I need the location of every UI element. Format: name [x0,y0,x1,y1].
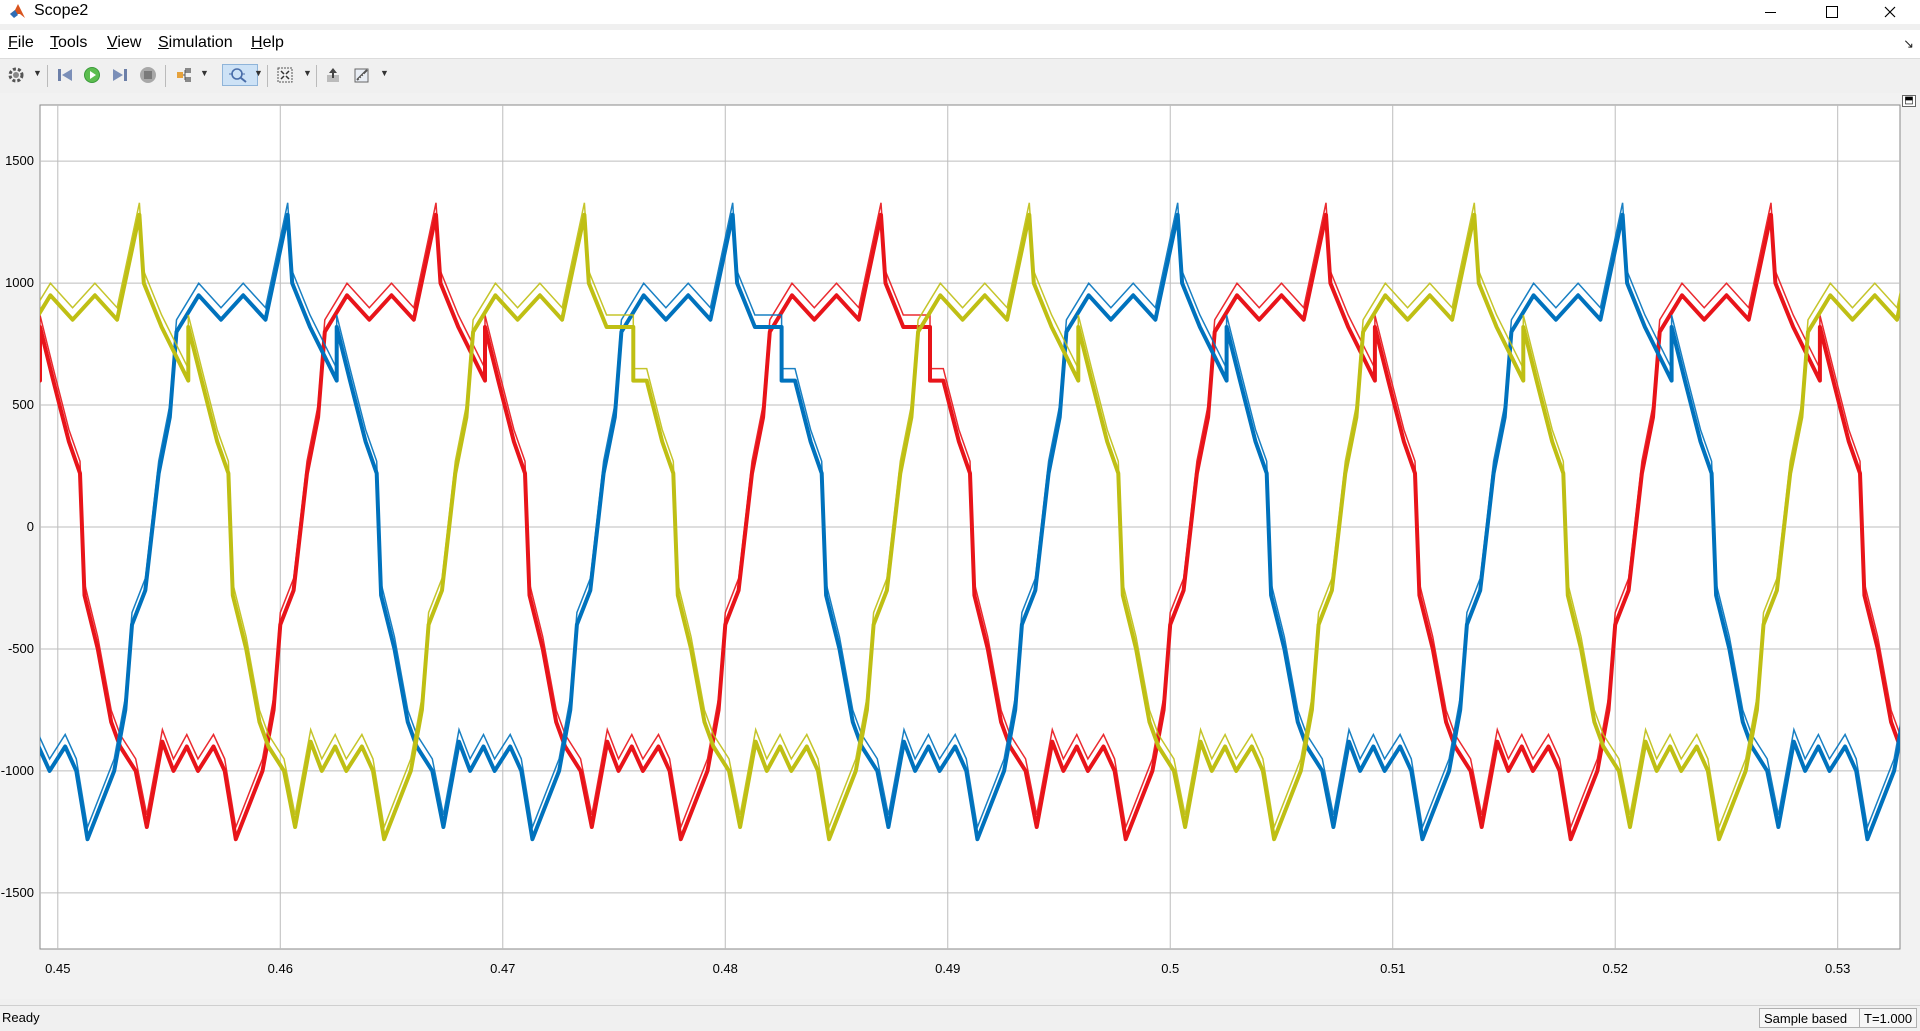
y-tick-label: -1500 [1,885,34,900]
close-icon [1884,6,1895,18]
x-tick-label: 0.53 [1825,961,1850,976]
scope-chart[interactable]: 0.45 0.46 0.47 0.48 0.49 0.5 0.51 0.52 0.53 1500 1… [0,93,1920,999]
series-layer [40,202,1900,842]
restore-icon [327,68,339,82]
stop-button[interactable] [137,64,159,86]
step-back-icon [58,69,72,81]
toolbar-separator [165,65,166,87]
expand-icon: ⬒ [1904,95,1914,106]
matlab-logo-icon [10,4,25,18]
measurement-dropdown-icon[interactable]: ▼ [380,68,389,78]
title-bar: Scope2 [0,0,1920,24]
signal-3-ripple [40,202,1900,831]
toolbar-separator [47,65,48,87]
y-tick-label: 1000 [5,275,34,290]
restore-button[interactable] [322,64,344,86]
toolbar-separator [316,65,317,87]
fit-to-view-button[interactable] [274,64,296,86]
y-tick-label: -500 [8,641,34,656]
zoom-icon [229,68,247,83]
step-back-button[interactable] [54,64,76,86]
sample-mode-indicator: Sample based [1759,1008,1863,1028]
x-tick-label: 0.5 [1161,961,1179,976]
dock-arrow-icon[interactable]: ↘ [1903,36,1914,51]
step-forward-icon [113,69,127,81]
measurement-icon [354,68,369,83]
zoom-dropdown-icon[interactable]: ▼ [254,68,263,78]
axes-expand-button[interactable]: ⬒ [1902,95,1916,107]
y-tick-label: -1000 [1,763,34,778]
step-forward-button[interactable] [109,64,131,86]
y-tick-label: 0 [27,519,34,534]
toolbar: ▼ ▼ ▼ ▼ ▼ [0,58,1920,94]
y-tick-label: 1500 [5,153,34,168]
highlight-dropdown-icon[interactable]: ▼ [200,68,209,78]
menu-tools[interactable]: Tools [50,34,88,51]
run-icon [84,67,100,83]
x-tick-label: 0.49 [935,961,960,976]
scope-display: 0.45 0.46 0.47 0.48 0.49 0.5 0.51 0.52 0.53 1500 1… [0,93,1920,999]
x-tick-label: 0.52 [1603,961,1628,976]
highlight-icon [177,68,191,82]
stop-icon [140,67,156,83]
window-title: Scope2 [34,2,89,19]
time-indicator: T=1.000 [1859,1008,1917,1028]
close-button[interactable] [1862,0,1917,24]
settings-dropdown-icon[interactable]: ▼ [33,68,42,78]
x-tick-label: 0.46 [268,961,293,976]
x-tick-label: 0.48 [713,961,738,976]
maximize-button[interactable] [1804,0,1859,24]
menu-bar: File Tools View Simulation Help ↘ [0,30,1920,58]
y-tick-label: 500 [12,397,34,412]
minimize-icon [1765,11,1776,13]
settings-icon [8,67,24,83]
signal-2-ripple [40,202,1900,831]
menu-simulation[interactable]: Simulation [158,34,233,51]
menu-view[interactable]: View [107,34,142,51]
x-tick-label: 0.47 [490,961,515,976]
measurement-button[interactable] [351,64,373,86]
tick-labels: 0.45 0.46 0.47 0.48 0.49 0.5 0.51 0.52 0.53 1500 1… [1,153,1851,976]
menu-file[interactable]: File [8,34,34,51]
signal-1-ripple [40,202,1900,831]
toolbar-separator [267,65,268,87]
zoom-button[interactable] [222,64,258,86]
maximize-icon [1825,6,1838,18]
minimize-button[interactable] [1743,0,1798,24]
x-tick-label: 0.51 [1380,961,1405,976]
run-button[interactable] [81,64,103,86]
x-tick-label: 0.45 [45,961,70,976]
highlight-button[interactable] [173,64,195,86]
settings-button[interactable] [5,64,27,86]
menu-help[interactable]: Help [251,34,284,51]
fit-dropdown-icon[interactable]: ▼ [303,68,312,78]
fit-to-view-icon [277,67,293,83]
status-bar: Ready Sample based T=1.000 [0,1005,1920,1031]
status-text: Ready [2,1010,40,1025]
